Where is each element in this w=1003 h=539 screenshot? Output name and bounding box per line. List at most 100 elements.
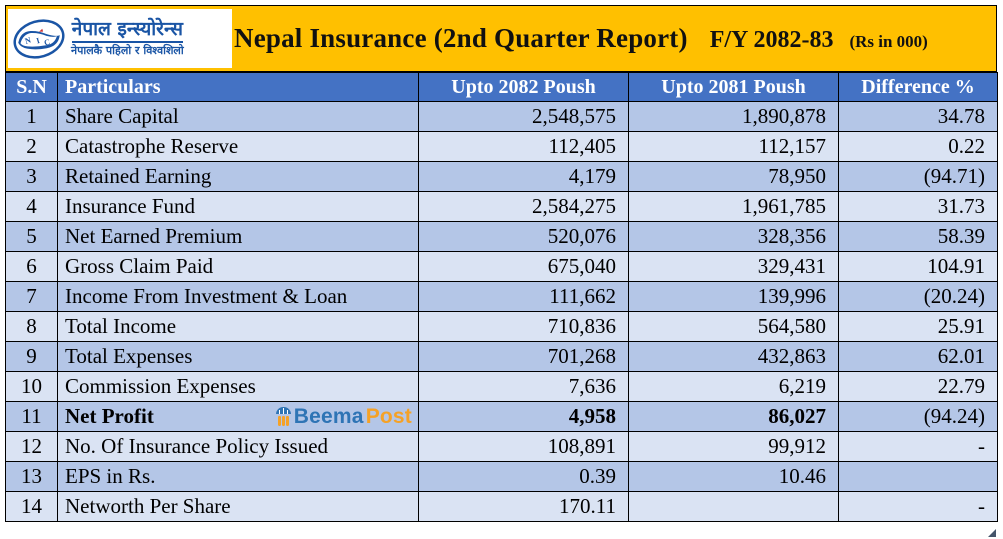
upto-2081-cell: 112,157: [628, 131, 839, 162]
table-row: 13 EPS in Rs. 0.39 10.46: [5, 461, 998, 492]
upto-2081-cell: 1,961,785: [628, 191, 839, 222]
particulars-cell: Total Expenses: [57, 341, 419, 372]
upto-2082-cell: 108,891: [418, 431, 629, 462]
difference-cell: [838, 461, 998, 492]
particulars-label: Insurance Fund: [65, 194, 196, 218]
upto-2082-cell: 675,040: [418, 251, 629, 282]
fiscal-year-label: F/Y 2082-83: [709, 27, 834, 53]
sn-cell: 7: [5, 281, 58, 312]
upto-2081-cell: 328,356: [628, 221, 839, 252]
table-row: 6 Gross Claim Paid 675,040 329,431 104.9…: [5, 251, 998, 282]
particulars-label: Gross Claim Paid: [65, 254, 214, 278]
unit-note-label: (Rs in 000): [849, 32, 928, 51]
difference-cell: 25.91: [838, 311, 998, 342]
table-row: 9 Total Expenses 701,268 432,863 62.01: [5, 341, 998, 372]
upto-2082-cell: 710,836: [418, 311, 629, 342]
table-row: 14 Networth Per Share 170.11 -: [5, 491, 998, 522]
upto-2082-cell: 0.39: [418, 461, 629, 492]
upto-2082-cell: 112,405: [418, 131, 629, 162]
table-row: 4 Insurance Fund 2,584,275 1,961,785 31.…: [5, 191, 998, 222]
upto-2082-cell: 4,179: [418, 161, 629, 192]
particulars-label: Net Earned Premium: [65, 224, 243, 248]
particulars-label: Retained Earning: [65, 164, 212, 188]
difference-cell: (94.24): [838, 401, 998, 432]
selection-handle-icon: [988, 529, 996, 537]
sn-cell: 8: [5, 311, 58, 342]
sn-cell: 9: [5, 341, 58, 372]
quarter-report-table: S.N Particulars Upto 2082 Poush Upto 208…: [5, 72, 998, 522]
difference-cell: -: [838, 491, 998, 522]
particulars-label: EPS in Rs.: [65, 464, 156, 488]
particulars-label: No. Of Insurance Policy Issued: [65, 434, 329, 458]
upto-2082-cell: 701,268: [418, 341, 629, 372]
difference-cell: -: [838, 431, 998, 462]
particulars-cell: Catastrophe Reserve: [57, 131, 419, 162]
particulars-cell: Net Profit Beema Post: [57, 401, 419, 432]
particulars-label: Networth Per Share: [65, 494, 231, 518]
particulars-cell: Gross Claim Paid: [57, 251, 419, 282]
upto-2082-cell: 111,662: [418, 281, 629, 312]
upto-2082-cell: 7,636: [418, 371, 629, 402]
svg-text:I: I: [35, 36, 40, 46]
difference-cell: (94.71): [838, 161, 998, 192]
upto-2081-cell: 139,996: [628, 281, 839, 312]
upto-2082-cell: 2,584,275: [418, 191, 629, 222]
sn-cell: 10: [5, 371, 58, 402]
sn-cell: 4: [5, 191, 58, 222]
table-row: 2 Catastrophe Reserve 112,405 112,157 0.…: [5, 131, 998, 162]
nic-logo-tagline: नेपालकै पहिलो र विश्वशिलो: [71, 44, 184, 58]
nic-logo-text: नेपाल इन्स्योरेन्स नेपालकै पहिलो र विश्व…: [71, 19, 184, 58]
nic-logo: N I C नेपाल इन्स्योरेन्स नेपालकै पहिलो र…: [8, 9, 232, 68]
particulars-cell: Networth Per Share: [57, 491, 419, 522]
particulars-cell: Net Earned Premium: [57, 221, 419, 252]
col-header-2082: Upto 2082 Poush: [418, 72, 629, 102]
upto-2081-cell: 329,431: [628, 251, 839, 282]
particulars-cell: Share Capital: [57, 101, 419, 132]
particulars-label: Catastrophe Reserve: [65, 134, 239, 158]
particulars-label: Share Capital: [65, 104, 179, 128]
difference-cell: 34.78: [838, 101, 998, 132]
upto-2081-cell: 432,863: [628, 341, 839, 372]
col-header-sn: S.N: [5, 72, 58, 102]
col-header-2081: Upto 2081 Poush: [628, 72, 839, 102]
table-row: 7 Income From Investment & Loan 111,662 …: [5, 281, 998, 312]
difference-cell: 31.73: [838, 191, 998, 222]
col-header-particulars: Particulars: [57, 72, 419, 102]
svg-text:C: C: [43, 37, 51, 47]
particulars-label: Total Income: [65, 314, 177, 338]
particulars-label: Net Profit: [65, 404, 154, 428]
upto-2082-cell: 520,076: [418, 221, 629, 252]
table-row: 11 Net Profit Beema Post 4,958 86,027 (94…: [5, 401, 998, 432]
masthead: N I C नेपाल इन्स्योरेन्स नेपालकै पहिलो र…: [5, 5, 997, 72]
difference-cell: (20.24): [838, 281, 998, 312]
particulars-cell: No. Of Insurance Policy Issued: [57, 431, 419, 462]
upto-2081-cell: 10.46: [628, 461, 839, 492]
particulars-cell: Retained Earning: [57, 161, 419, 192]
table-row: 12 No. Of Insurance Policy Issued 108,89…: [5, 431, 998, 462]
particulars-cell: Income From Investment & Loan: [57, 281, 419, 312]
particulars-label: Total Expenses: [65, 344, 193, 368]
particulars-label: Income From Investment & Loan: [65, 284, 348, 308]
table-row: 8 Total Income 710,836 564,580 25.91: [5, 311, 998, 342]
upto-2081-cell: 1,890,878: [628, 101, 839, 132]
beema-text: Beema: [293, 404, 364, 428]
sn-cell: 3: [5, 161, 58, 192]
difference-cell: 62.01: [838, 341, 998, 372]
upto-2082-cell: 4,958: [418, 401, 629, 432]
sn-cell: 14: [5, 491, 58, 522]
post-text: Post: [365, 404, 412, 428]
particulars-label: Commission Expenses: [65, 374, 256, 398]
upto-2081-cell: 78,950: [628, 161, 839, 192]
upto-2081-cell: 99,912: [628, 431, 839, 462]
upto-2081-cell: 86,027: [628, 401, 839, 432]
sn-cell: 11: [5, 401, 58, 432]
particulars-cell: Insurance Fund: [57, 191, 419, 222]
sn-cell: 2: [5, 131, 58, 162]
upto-2082-cell: 2,548,575: [418, 101, 629, 132]
difference-cell: 104.91: [838, 251, 998, 282]
particulars-cell: Total Income: [57, 311, 419, 342]
svg-text:N: N: [24, 35, 32, 45]
beemapost-watermark: Beema Post: [275, 405, 412, 429]
difference-cell: 58.39: [838, 221, 998, 252]
